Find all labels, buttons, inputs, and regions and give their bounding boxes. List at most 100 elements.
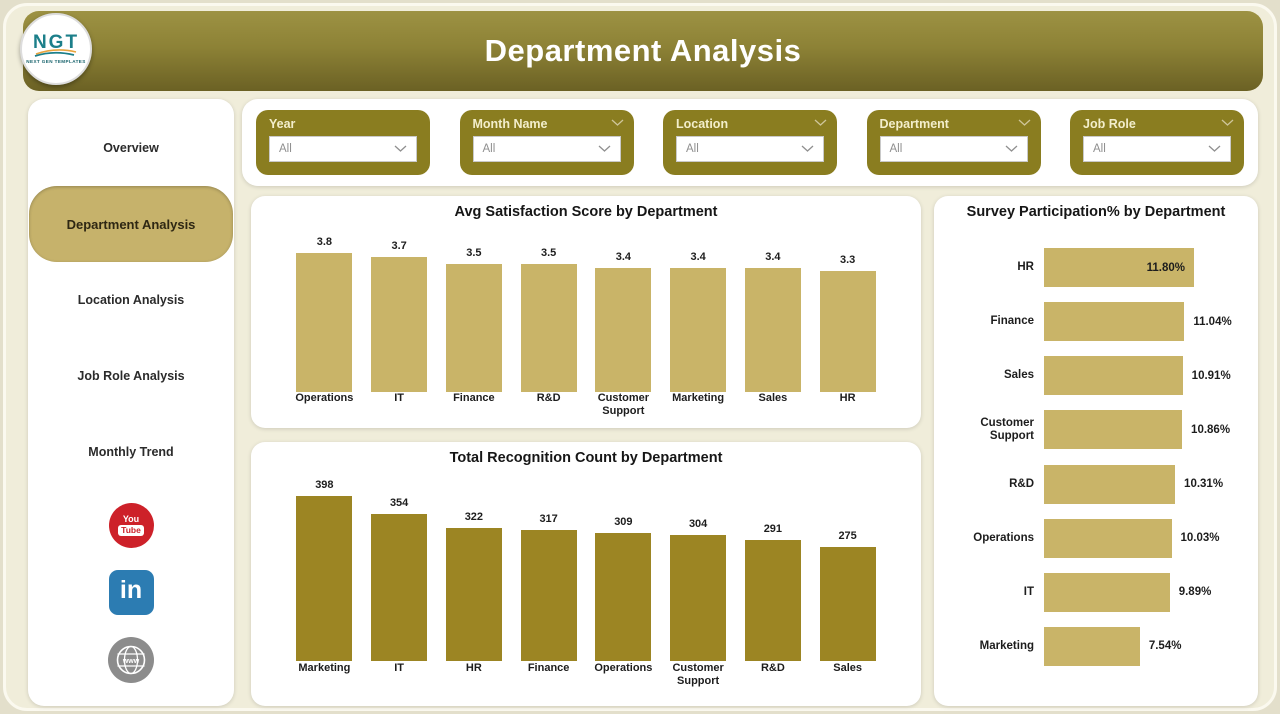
bar[interactable] — [819, 547, 876, 661]
bar-plot-area: HR 11.80% Finance 11.04% Sales 10.91% Customer… — [948, 248, 1248, 666]
bar[interactable] — [670, 267, 727, 392]
bar[interactable] — [1044, 356, 1183, 396]
bar-track: 10.86% — [1044, 410, 1248, 450]
sidebar: Overview Department Analysis Location An… — [28, 99, 234, 706]
month-name-filter-select[interactable]: All — [472, 136, 621, 162]
youtube-icon-text2: Tube — [118, 525, 144, 536]
year-filter-select[interactable]: All — [269, 136, 417, 162]
category-label: IT — [394, 392, 405, 404]
bar-column: 275 — [810, 474, 885, 661]
month-name-filter-value: All — [482, 143, 496, 155]
category-axis: Operations IT Finance R&D Customer Support Ma… — [287, 392, 885, 420]
sidebar-item-monthly-trend[interactable]: Monthly Trend — [88, 445, 174, 459]
bar[interactable] — [445, 263, 502, 392]
bar[interactable] — [1044, 626, 1140, 666]
bar-row: R&D 10.31% — [948, 464, 1248, 504]
website-globe-icon[interactable]: www — [108, 637, 154, 683]
chevron-down-icon — [801, 145, 814, 152]
filter-card-department: Department All — [866, 110, 1041, 175]
chevron-down-icon[interactable] — [1018, 119, 1031, 127]
bar-column: 3.4 — [736, 226, 811, 392]
filter-bar: Year All Month Name All Location All Dep… — [242, 99, 1258, 186]
chevron-down-icon[interactable] — [611, 119, 624, 127]
bar-column: 3.3 — [810, 226, 885, 392]
chart-title: Avg Satisfaction Score by Department — [454, 204, 718, 220]
sidebar-item-department-analysis[interactable]: Department Analysis — [29, 186, 233, 262]
category-label: R&D — [760, 662, 785, 674]
bar[interactable] — [1044, 572, 1170, 612]
youtube-icon[interactable]: You Tube — [108, 503, 154, 548]
bar-track: 9.89% — [1044, 572, 1248, 612]
location-filter-select[interactable]: All — [676, 136, 824, 162]
linkedin-icon[interactable]: in — [108, 570, 154, 615]
bar-value-label: 10.91% — [1191, 369, 1231, 382]
bar[interactable] — [371, 514, 428, 661]
bar[interactable] — [1044, 518, 1172, 558]
bar-value-label: 10.86% — [1191, 423, 1231, 436]
bar[interactable] — [296, 496, 353, 661]
bar[interactable] — [371, 256, 428, 392]
bar-value-label: 11.80% — [1146, 261, 1185, 274]
bar[interactable] — [670, 534, 727, 661]
sidebar-item-location-analysis[interactable]: Location Analysis — [77, 293, 185, 307]
ngt-logo: NGT NEXT GEN TEMPLATES — [20, 13, 92, 85]
bar[interactable] — [595, 532, 652, 661]
bar[interactable] — [1044, 302, 1185, 342]
bar[interactable] — [819, 271, 876, 392]
bar[interactable] — [595, 267, 652, 392]
youtube-icon-text: You — [122, 514, 140, 524]
location-filter-value: All — [686, 143, 699, 155]
bar-value-label: 10.03% — [1180, 532, 1220, 545]
chart-title: Survey Participation% by Department — [966, 204, 1226, 220]
chevron-down-icon[interactable] — [1221, 119, 1234, 127]
bar-value-label: 317 — [539, 512, 558, 525]
bar-column: 322 — [437, 474, 512, 661]
filter-label-job-role: Job Role — [1083, 117, 1136, 131]
bar[interactable] — [1044, 410, 1183, 450]
category-label: Operations — [594, 662, 653, 674]
bar[interactable] — [296, 253, 353, 392]
bar[interactable]: 11.80% — [1044, 248, 1194, 287]
bar[interactable] — [520, 263, 577, 392]
category-label: Marketing — [979, 639, 1034, 652]
dashboard-page: Department Analysis NGT NEXT GEN TEMPLAT… — [3, 3, 1277, 711]
filter-card-year: Year All — [256, 110, 430, 175]
category-label: HR — [1017, 261, 1034, 273]
category-label: Finance — [453, 392, 495, 404]
sidebar-item-job-role-analysis[interactable]: Job Role Analysis — [77, 369, 185, 383]
bar[interactable] — [744, 540, 801, 661]
filter-card-location: Location All — [663, 110, 837, 175]
bar[interactable] — [1044, 464, 1176, 504]
chevron-down-icon — [598, 145, 610, 152]
bar-value-label: 3.3 — [839, 254, 856, 267]
bar-value-label: 398 — [315, 479, 334, 491]
svg-text:www: www — [122, 658, 140, 665]
bar[interactable] — [520, 529, 577, 661]
bar[interactable] — [445, 527, 502, 661]
bar-track: 10.91% — [1044, 356, 1248, 396]
bar-value-label: 309 — [614, 515, 633, 528]
bar-column: 398 — [287, 474, 362, 661]
bar-track: 11.80% — [1044, 248, 1248, 287]
bar-column: 3.5 — [511, 226, 586, 392]
bar-track: 11.04% — [1044, 302, 1248, 342]
bar-track: 10.03% — [1044, 518, 1248, 558]
ngt-logo-subtext: NEXT GEN TEMPLATES — [26, 59, 86, 64]
bar-column: 3.4 — [661, 226, 736, 392]
chevron-down-icon[interactable] — [814, 119, 827, 127]
category-label: Operations — [295, 392, 354, 404]
social-links: You Tube in www — [28, 503, 234, 683]
job-role-filter-select[interactable]: All — [1083, 136, 1231, 162]
category-label: Customer Support — [980, 416, 1034, 442]
sidebar-item-overview[interactable]: Overview — [103, 141, 159, 155]
category-label: IT — [1023, 585, 1034, 598]
bar-column: 304 — [661, 474, 736, 661]
bar-value-label: 275 — [838, 530, 857, 542]
bar-row: Operations 10.03% — [948, 518, 1248, 558]
bar[interactable] — [744, 267, 801, 392]
category-label: Finance — [527, 662, 570, 674]
department-filter-select[interactable]: All — [879, 136, 1028, 162]
filter-label-month-name: Month Name — [472, 117, 548, 131]
category-label: IT — [394, 662, 405, 674]
bar-row: IT 9.89% — [948, 572, 1248, 612]
